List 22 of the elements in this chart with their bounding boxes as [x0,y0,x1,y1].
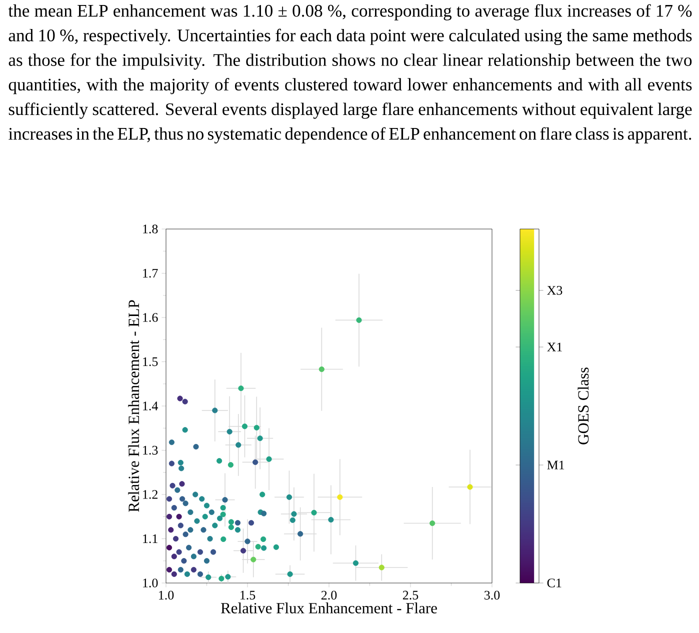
y-tick-label: 1.8 [143,224,158,234]
y-axis-title: Relative Flux Enhancement - ELP [128,300,140,512]
y-tick-label: 1.6 [143,313,158,322]
y-tick-label: 1.3 [143,446,158,455]
x-tick-label: 2.5 [402,590,418,600]
color-bar-label: X1 [547,342,562,352]
text: the mean ELP enhancement was 1.10 ± 0.08 %, corresponding to average flux increases of 17 % and 10 %, respectively. Uncertainties for each data point were calculated using the same methods as those for the impulsivity. The distribution shows no clear linear relationship between the two quantities, with the majority of events clustered toward lower enhancements and with all events sufficiently scattered. Several events displayed large flare enhancements without equivalent large increases in the ELP, thus no systematic dependence of ELP enhancement on flare class is apparent. [8,4,692,144]
x-tick-label: 3.0 [484,590,500,600]
color-bar-label: X3 [547,286,562,295]
x-tick-label: 1.5 [240,590,256,600]
y-tick-label: 1.1 [143,534,158,544]
y-tick-label: 1.0 [143,578,158,588]
y-tick-label: 1.4 [143,402,158,410]
color-bar-title: GOES Class [578,368,589,444]
x-axis-title: Relative Flux Enhancement - Flare [220,602,437,614]
y-tick-label: 1.7 [143,268,158,278]
color-bar-label: C1 [547,578,562,588]
x-tick-label: 1.0 [159,590,174,600]
color-bar-label: M1 [547,460,564,470]
x-tick-label: 2.0 [321,590,337,600]
y-tick-label: 1.2 [143,490,158,499]
y-tick-label: 1.5 [143,357,158,366]
